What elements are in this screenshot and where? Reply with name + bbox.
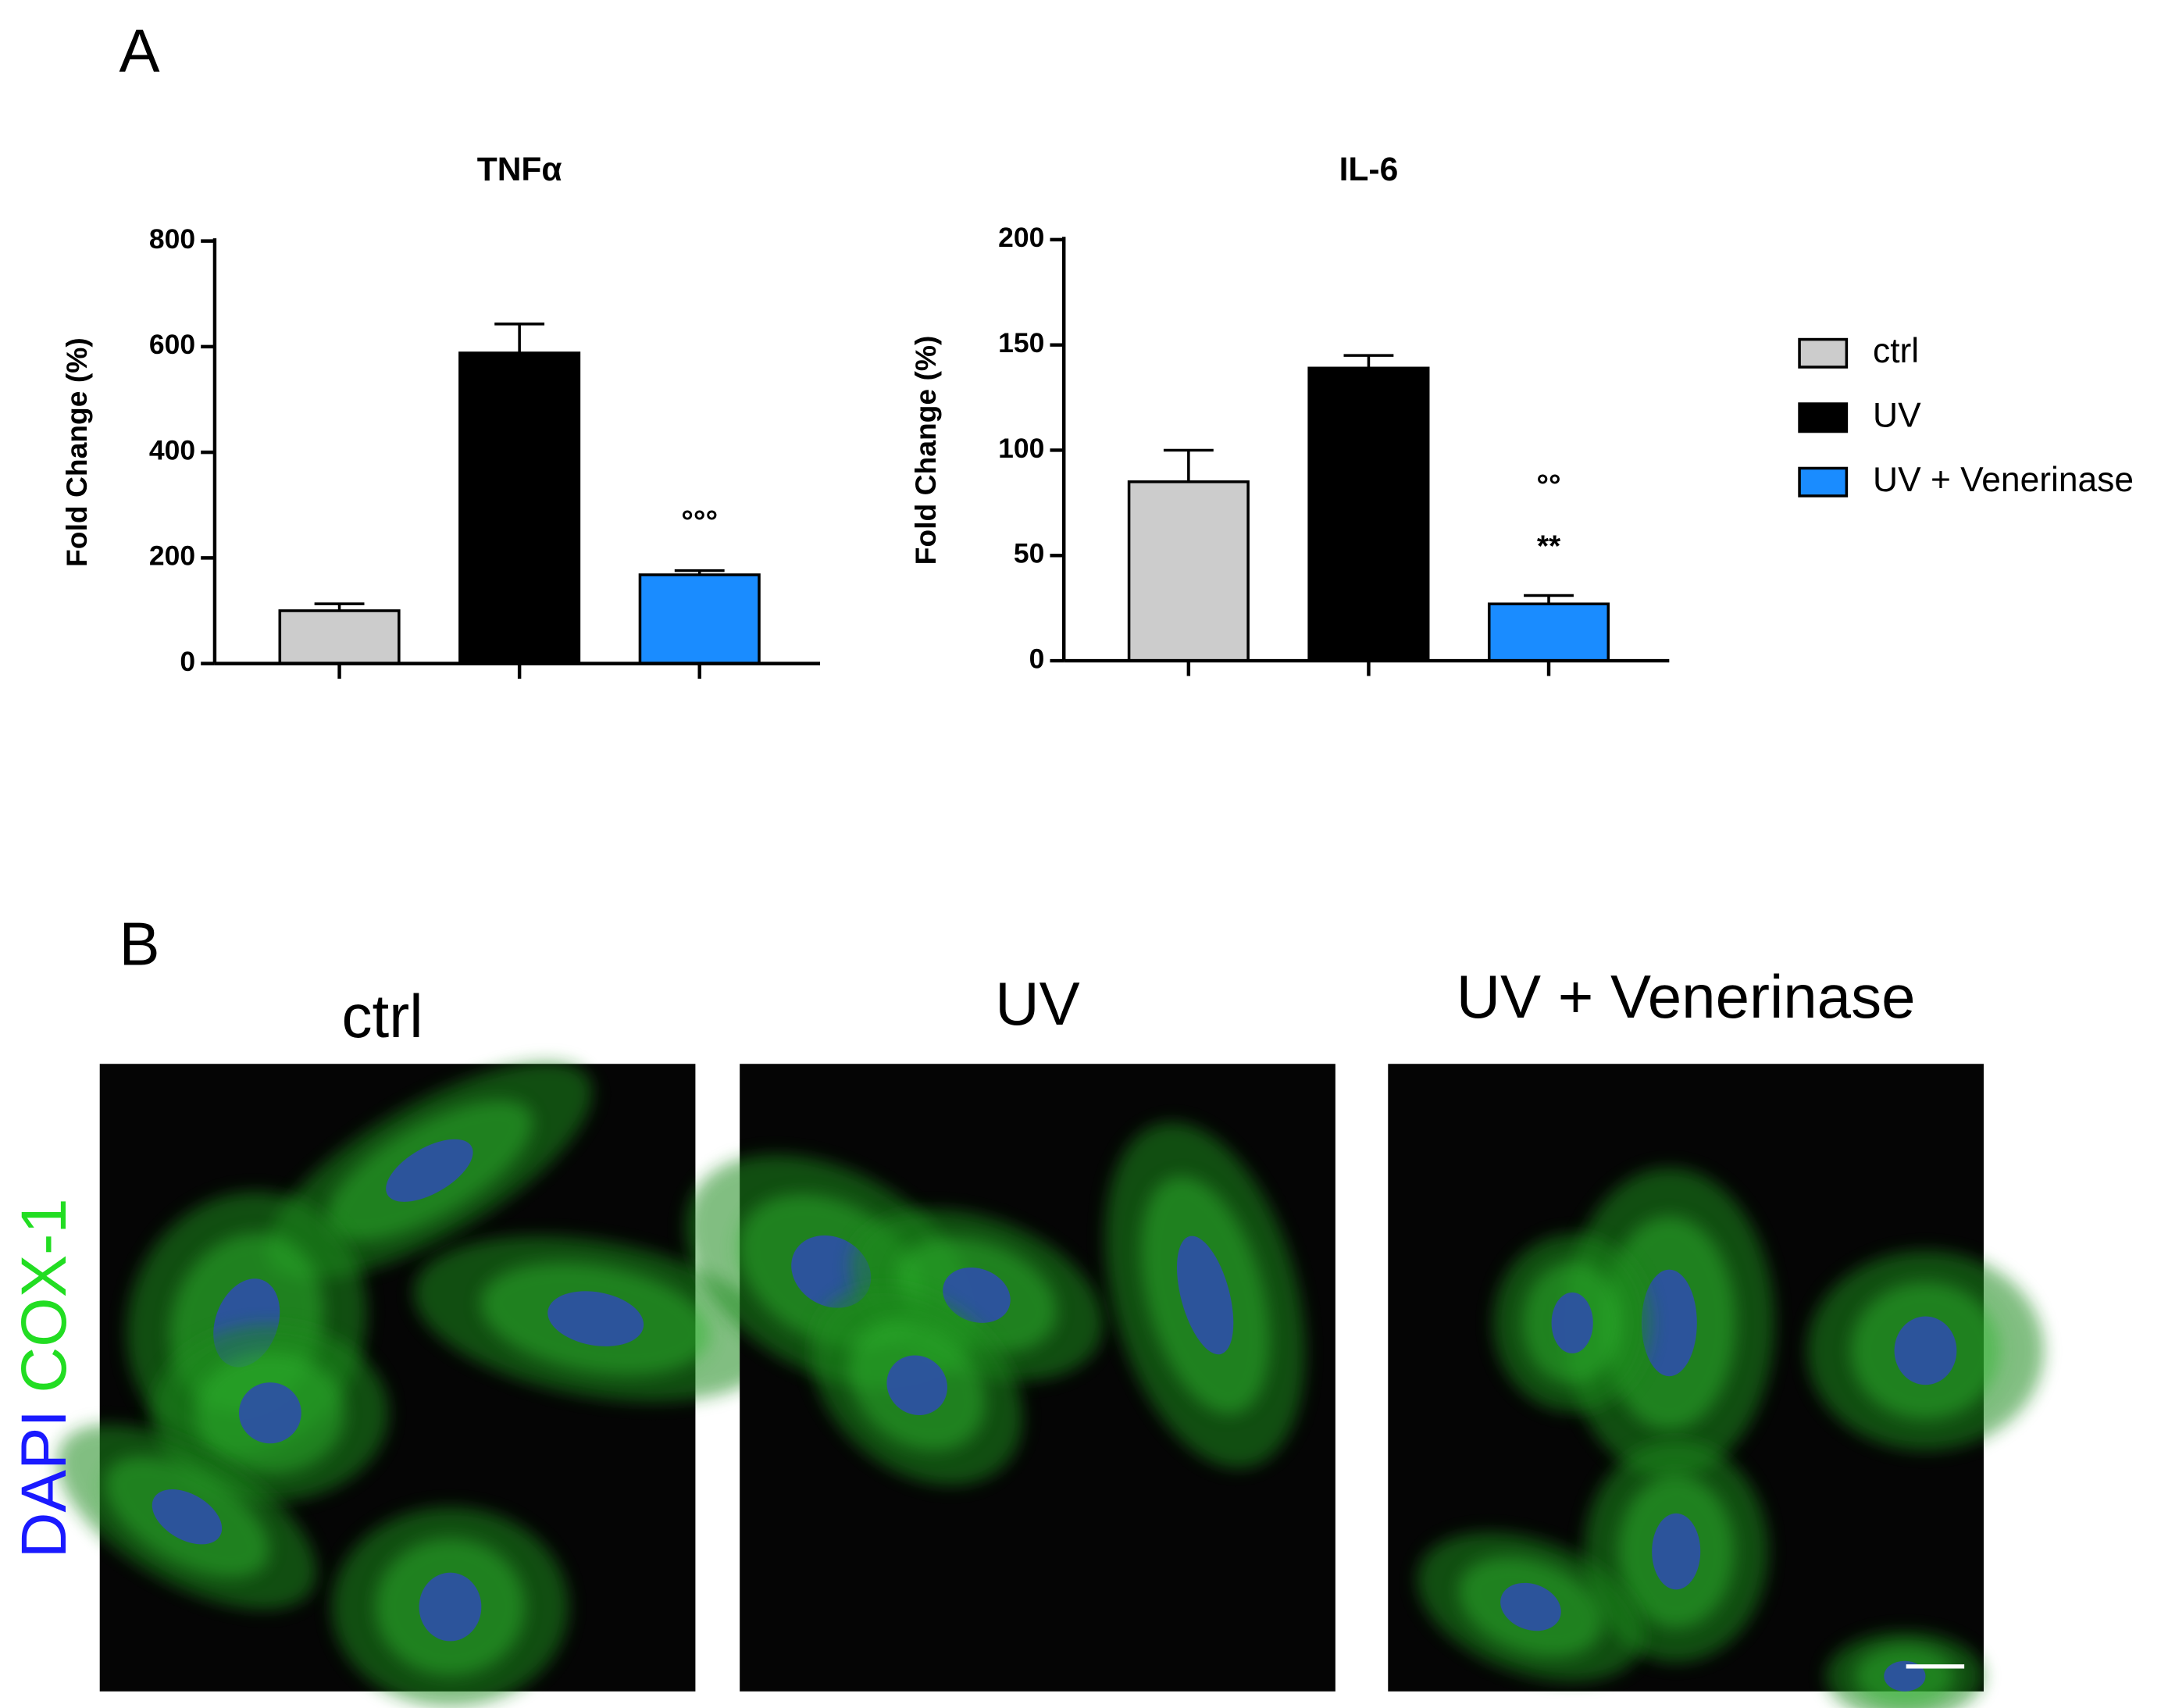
nucleus [886, 1355, 947, 1415]
nucleus [547, 1291, 644, 1346]
stain-name: COX-1 [9, 1198, 80, 1392]
image-title: UV [995, 969, 1079, 1038]
legend-swatch [1798, 466, 1849, 497]
annotation: °°° [681, 505, 718, 539]
nucleus [791, 1235, 872, 1308]
y-axis-label: Fold Change (%) [909, 336, 942, 565]
legend-label: UV [1873, 396, 1921, 434]
legend-swatch [1798, 402, 1849, 433]
panel-label: A [119, 16, 160, 85]
nucleus [386, 1139, 473, 1202]
nucleus [238, 1382, 301, 1444]
legend-label: UV + Venerinase [1873, 461, 2134, 499]
annotation: °° [1536, 469, 1560, 502]
legend-swatch [1798, 337, 1849, 369]
legend-label: ctrl [1873, 332, 1919, 370]
image-title: UV + Venerinase [1457, 962, 1916, 1031]
nucleus [1641, 1269, 1697, 1377]
nucleus [1500, 1582, 1561, 1631]
y-tick-label: 800 [149, 223, 195, 255]
bar [278, 609, 401, 665]
stain-name: DAPI [9, 1410, 80, 1558]
nucleus [1652, 1513, 1701, 1590]
image-title: ctrl [342, 982, 423, 1050]
bar [458, 351, 581, 665]
bar [1487, 602, 1610, 662]
bar [1307, 366, 1430, 662]
nucleus [1176, 1236, 1234, 1355]
y-axis-label: Fold Change (%) [60, 337, 93, 567]
chart-title: IL-6 [1339, 151, 1399, 188]
bar [638, 573, 761, 665]
bar [1127, 480, 1250, 662]
y-tick-label: 50 [1014, 538, 1044, 569]
y-tick-label: 150 [998, 327, 1044, 358]
nucleus [943, 1267, 1011, 1323]
y-tick-label: 0 [1029, 643, 1045, 674]
nucleus [152, 1489, 223, 1545]
nucleus [1551, 1292, 1593, 1353]
y-tick-label: 200 [998, 222, 1044, 253]
panel-label: B [119, 910, 160, 979]
y-tick-label: 200 [149, 540, 195, 572]
chart-title: TNFα [477, 151, 562, 188]
annotation: ** [1537, 530, 1561, 563]
y-tick-label: 0 [180, 646, 195, 677]
nucleus [419, 1572, 482, 1642]
y-tick-label: 100 [998, 433, 1044, 464]
stain-label: DAPI COX-1 [9, 1198, 80, 1558]
nucleus [1894, 1316, 1957, 1385]
y-tick-label: 400 [149, 434, 195, 465]
y-tick-label: 600 [149, 329, 195, 360]
